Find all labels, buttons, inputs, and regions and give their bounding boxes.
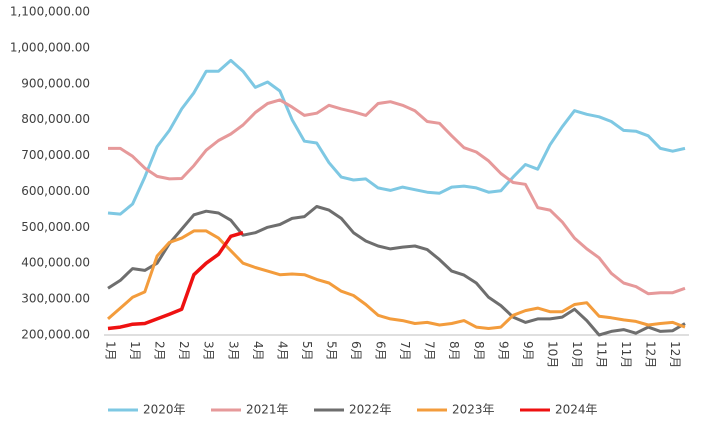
line-series	[108, 98, 686, 296]
x-tick-label: 8月	[472, 341, 486, 361]
x-tick-label: 12月	[644, 341, 658, 368]
x-tick-label: 2月	[153, 341, 167, 361]
y-tick-label: 200,000.00	[21, 328, 90, 342]
x-tick-label: 6月	[374, 341, 388, 361]
x-tick-label: 1月	[104, 341, 118, 361]
x-tick-label: 5月	[324, 341, 338, 361]
x-tick-label: 1月	[128, 341, 142, 361]
legend-label: 2020年	[143, 403, 186, 417]
y-tick-label: 600,000.00	[21, 184, 90, 198]
legend-label: 2024年	[555, 403, 598, 417]
x-tick-label: 10月	[545, 341, 559, 368]
x-tick-label: 11月	[595, 341, 609, 368]
x-tick-label: 10月	[570, 341, 584, 368]
legend-label: 2021年	[246, 403, 289, 417]
legend-label: 2023年	[452, 403, 495, 417]
x-tick-label: 4月	[275, 341, 289, 361]
y-tick-label: 1,100,000.00	[10, 5, 90, 19]
legend-label: 2022年	[349, 403, 392, 417]
x-tick-label: 6月	[349, 341, 363, 361]
y-tick-label: 700,000.00	[21, 148, 90, 162]
y-tick-label: 800,000.00	[21, 112, 90, 126]
y-tick-label: 400,000.00	[21, 256, 90, 270]
line-series	[107, 231, 244, 331]
x-tick-label: 7月	[398, 341, 412, 361]
x-tick-label: 2月	[177, 341, 191, 361]
x-tick-label: 3月	[202, 341, 216, 361]
y-tick-label: 300,000.00	[21, 292, 90, 306]
x-tick-label: 4月	[251, 341, 265, 361]
x-tick-label: 11月	[619, 341, 633, 368]
x-tick-label: 8月	[447, 341, 461, 361]
y-tick-label: 900,000.00	[21, 76, 90, 90]
x-tick-label: 7月	[423, 341, 437, 361]
y-tick-label: 1,000,000.00	[10, 40, 90, 54]
x-tick-label: 9月	[496, 341, 510, 361]
x-tick-label: 5月	[300, 341, 314, 361]
x-tick-label: 9月	[521, 341, 535, 361]
y-tick-label: 500,000.00	[21, 220, 90, 234]
line-series	[107, 229, 686, 330]
line-series	[107, 58, 686, 216]
x-tick-label: 3月	[226, 341, 240, 361]
line-series	[107, 205, 686, 337]
x-tick-label: 12月	[668, 341, 682, 368]
